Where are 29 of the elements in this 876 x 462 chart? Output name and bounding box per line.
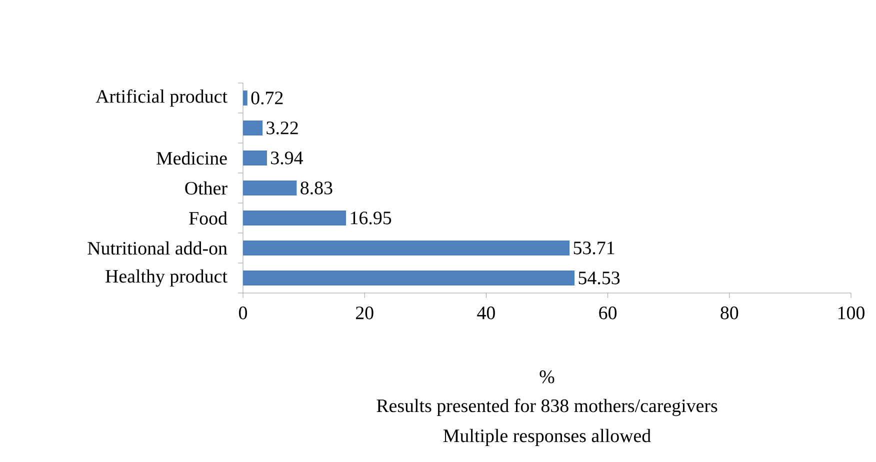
bar — [243, 210, 346, 226]
data-label: 54.53 — [578, 272, 620, 284]
y-tick-label: Artificial product — [96, 89, 228, 107]
data-label: 16.95 — [350, 212, 392, 224]
text: Multiple responses allowed — [443, 428, 651, 446]
y-tick-label: Food — [189, 211, 228, 225]
data-label: 53.71 — [574, 242, 614, 254]
y-tick-label: Other — [185, 181, 228, 195]
bar — [243, 180, 297, 196]
y-tick-label: Healthy product — [106, 269, 228, 287]
text: Results presented for 838 mothers/caregivers — [376, 398, 718, 416]
x-tick-label: 0 — [238, 306, 248, 320]
bar — [243, 90, 248, 106]
data-label: 3.22 — [266, 122, 298, 134]
bar — [243, 240, 570, 256]
x-tick-label: 40 — [477, 306, 495, 320]
y-tick-label: Medicine — [156, 151, 227, 165]
x-tick-label: 80 — [720, 306, 738, 320]
x-tick-label: 20 — [356, 306, 374, 320]
data-label: 0.72 — [251, 92, 283, 104]
bar — [243, 120, 263, 136]
bar — [243, 270, 575, 286]
x-tick-label: 100 — [838, 306, 864, 320]
data-label: 3.94 — [271, 152, 303, 164]
x-axis-title: % — [540, 370, 554, 384]
data-label: 8.83 — [300, 182, 332, 194]
x-tick-label: 60 — [599, 306, 617, 320]
bar — [243, 150, 267, 166]
y-tick-label: Nutritional add-on — [88, 241, 228, 255]
